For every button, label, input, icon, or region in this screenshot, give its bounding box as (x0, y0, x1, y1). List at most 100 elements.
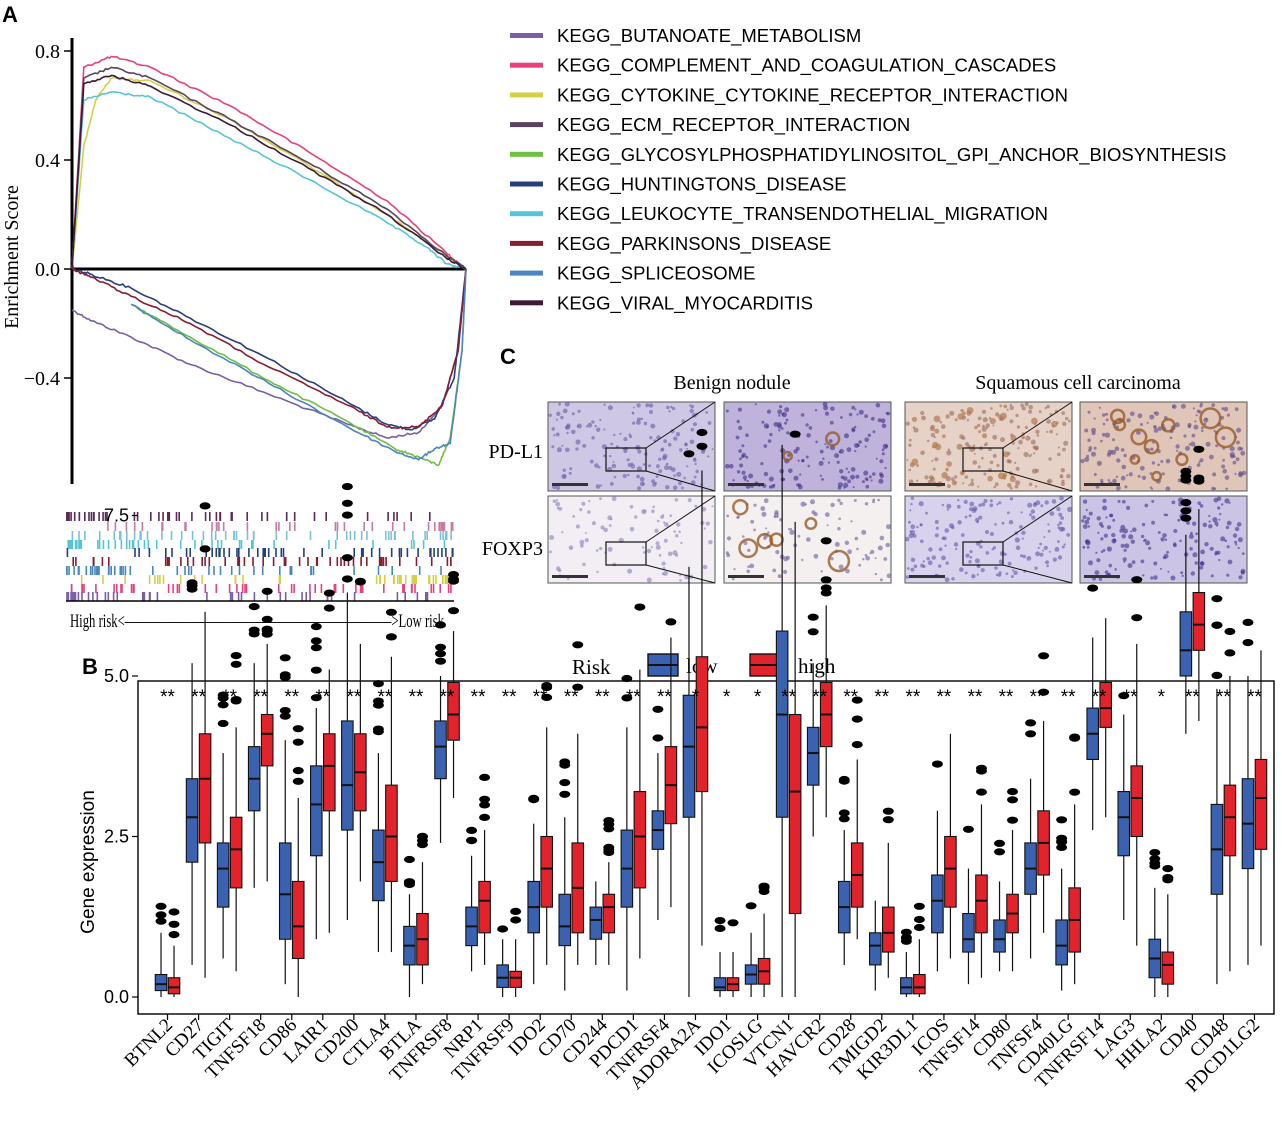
nucleus-dot (684, 443, 688, 447)
rug-tick (432, 575, 435, 584)
nucleus-dot (655, 544, 661, 550)
nucleus-dot (680, 541, 683, 545)
nucleus-dot (1183, 434, 1187, 438)
outlier (851, 696, 863, 704)
rug-tick (385, 531, 387, 540)
rug-tick (442, 531, 444, 540)
nucleus-dot (1226, 413, 1230, 417)
nucleus-dot (930, 476, 935, 482)
nucleus-dot (651, 479, 656, 484)
nucleus-dot (648, 403, 654, 408)
box-body (1130, 765, 1144, 838)
nucleus-dot (870, 479, 873, 482)
nucleus-dot (1121, 534, 1126, 539)
rug-tick (381, 557, 383, 566)
nucleus-dot (1199, 404, 1203, 408)
nucleus-dot (870, 416, 875, 421)
nucleus-dot (1180, 403, 1186, 409)
nucleus-dot (850, 474, 855, 480)
nucleus-dot (1154, 425, 1157, 428)
rug-tick (443, 522, 446, 531)
box-body (682, 694, 696, 818)
rug-tick (148, 548, 151, 557)
legend-label-kegg-spliceosome: KEGG_SPLICEOSOME (557, 263, 755, 285)
nucleus-dot (906, 567, 910, 570)
outlier (230, 697, 242, 705)
legend-label-kegg-viral-myocarditis: KEGG_VIRAL_MYOCARDITIS (557, 292, 813, 314)
zoom-box (605, 447, 647, 472)
outlier (497, 925, 509, 933)
sig-tnfrsf14: ** (1092, 687, 1107, 708)
rug-tick (294, 522, 296, 531)
box-body (385, 784, 398, 882)
rug-tick (360, 557, 362, 566)
rug-tick (370, 548, 373, 557)
nucleus-dot (1164, 538, 1168, 541)
box-tnfrsf14-high (1099, 618, 1112, 818)
rug-tick (219, 566, 222, 575)
nucleus-dot (739, 463, 744, 468)
nucleus-dot (927, 560, 933, 566)
nucleus-dot (744, 478, 747, 482)
nucleus-dot (886, 573, 892, 579)
rug-tick (429, 548, 431, 557)
rug-tick (444, 575, 447, 584)
nucleus-dot (591, 436, 595, 440)
nucleus-dot (694, 504, 698, 508)
stained-cell (1109, 408, 1126, 425)
outlier (1224, 649, 1236, 657)
rug-tick (148, 575, 151, 584)
legend-swatch-kegg-ecm-receptor-interaction (510, 122, 543, 128)
rug-tick (201, 575, 203, 584)
nucleus-dot (947, 448, 950, 451)
nucleus-dot (629, 526, 635, 532)
rug-tick (73, 566, 75, 575)
nucleus-dot (640, 417, 643, 421)
nucleus-dot (1057, 526, 1061, 529)
nucleus-dot (763, 498, 769, 504)
nucleus-dot (732, 479, 735, 482)
nucleus-dot (575, 447, 579, 451)
outlier (372, 728, 384, 736)
nucleus-dot (1200, 549, 1205, 555)
outlier (186, 585, 198, 593)
outlier (448, 577, 460, 585)
outlier (665, 618, 677, 626)
nucleus-dot (834, 541, 840, 547)
outlier (261, 630, 273, 638)
nucleus-dot (1200, 426, 1204, 430)
outlier (230, 652, 242, 660)
outlier (186, 579, 198, 587)
nucleus-dot (850, 520, 853, 523)
nucleus-dot (1211, 403, 1216, 407)
rug-tick (415, 575, 418, 584)
sig-tnfsf18: ** (253, 687, 268, 708)
rug-tick (442, 522, 445, 531)
nucleus-dot (1161, 472, 1165, 476)
zoom-line (645, 470, 716, 492)
nucleus-dot (977, 485, 980, 488)
nucleus-dot (908, 533, 914, 539)
nucleus-dot (743, 540, 748, 546)
nucleus-dot (637, 486, 641, 491)
box-icos-low (931, 760, 944, 972)
box-body (1223, 784, 1237, 857)
rug-tick (98, 512, 100, 521)
nucleus-dot (700, 449, 706, 454)
nucleus-dot (781, 427, 784, 430)
nucleus-dot (1153, 561, 1158, 566)
nucleus-dot (630, 464, 636, 469)
nucleus-dot (864, 437, 869, 443)
outlier (341, 483, 353, 491)
nucleus-dot (957, 520, 962, 525)
legend-label-kegg-butanoate-metabolism: KEGG_BUTANOATE_METABOLISM (557, 25, 861, 47)
rug-tick (390, 531, 392, 540)
nucleus-dot (993, 485, 996, 489)
nucleus-dot (784, 421, 788, 425)
nucleus-dot (1213, 497, 1219, 503)
sig-tnfrsf4: ** (657, 687, 672, 708)
nucleus-dot (725, 409, 729, 413)
nucleus-dot (830, 406, 835, 411)
box-btnl2-high (167, 908, 181, 997)
sig-vtcn1: ** (781, 687, 796, 708)
